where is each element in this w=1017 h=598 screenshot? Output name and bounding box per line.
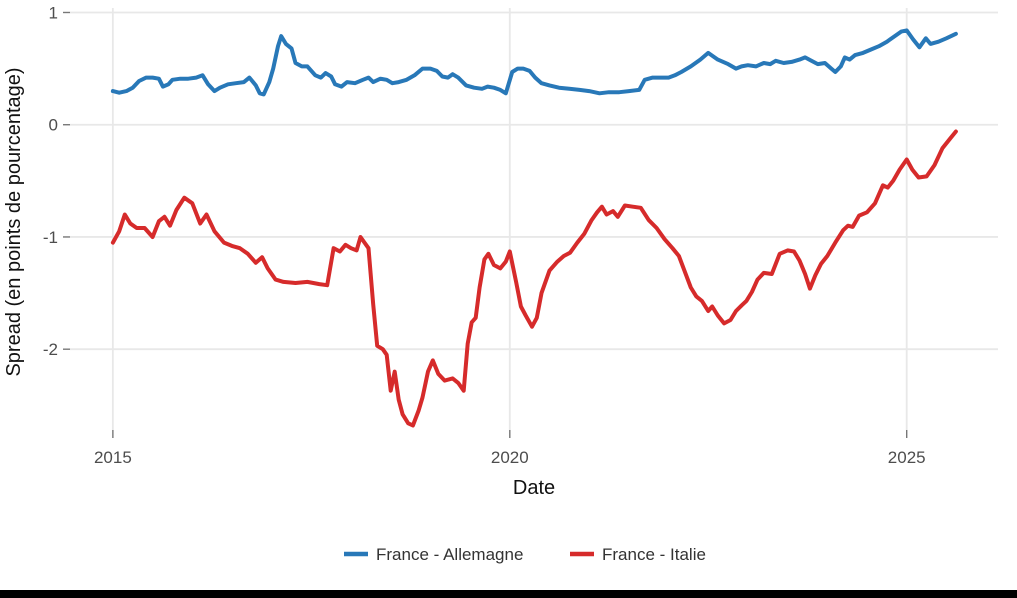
y-tick-label: -2 [43, 340, 58, 359]
y-tick-label: 0 [49, 116, 58, 135]
data-series [110, 28, 958, 428]
series-line-france-italie [110, 129, 958, 428]
axis-ticks: 1 0 -1 -2 2015 2020 2025 [43, 3, 926, 467]
series-line-france-allemagne [110, 28, 958, 97]
legend: France - Allemagne France - Italie [344, 545, 706, 564]
x-tick-label: 2025 [888, 448, 926, 467]
y-tick-label: -1 [43, 228, 58, 247]
legend-label: France - Italie [602, 545, 706, 564]
x-tick-label: 2020 [491, 448, 529, 467]
y-tick-label: 1 [49, 3, 58, 22]
bottom-border-bar [0, 590, 1017, 598]
y-axis-title: Spread (en points de pourcentage) [3, 67, 25, 376]
x-axis-title: Date [513, 477, 555, 499]
legend-label: France - Allemagne [376, 545, 523, 564]
x-tick-label: 2015 [94, 448, 132, 467]
